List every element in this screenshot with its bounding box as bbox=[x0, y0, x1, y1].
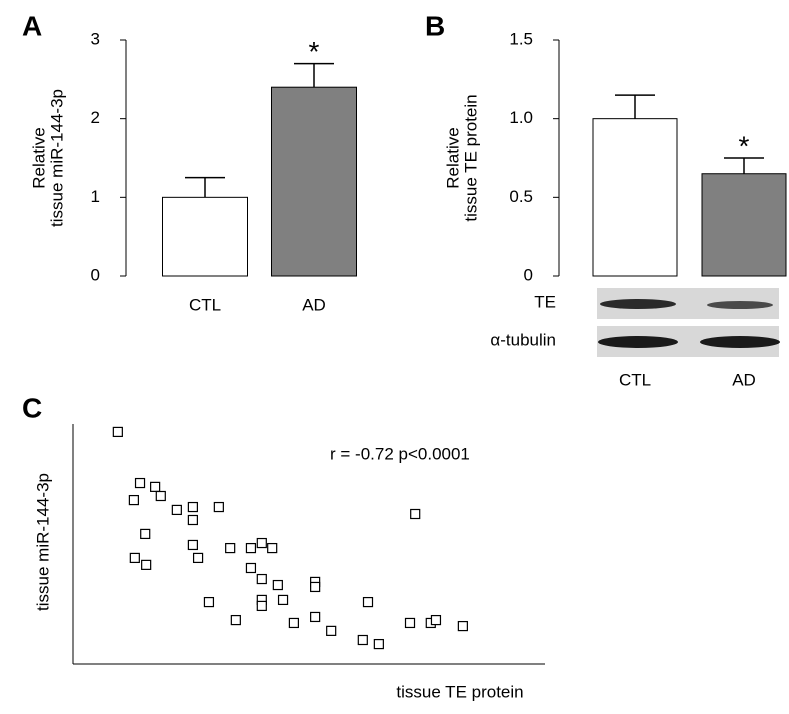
x-axis-label: tissue TE protein bbox=[396, 682, 523, 701]
y-axis-label: tissue TE protein bbox=[461, 94, 480, 221]
scatter-point bbox=[134, 477, 146, 489]
annotation: r = -0.72 p<0.0001 bbox=[330, 444, 470, 463]
blot-band bbox=[600, 299, 676, 309]
western-blot bbox=[597, 288, 780, 357]
bar bbox=[592, 118, 678, 277]
scatter-point bbox=[230, 614, 241, 626]
bar bbox=[271, 86, 357, 277]
significance-mark: * bbox=[309, 36, 320, 67]
y-tick-label: 0 bbox=[524, 265, 533, 284]
scatter-point bbox=[203, 596, 215, 608]
y-axis-label: tissue miR-144-3p bbox=[47, 89, 66, 227]
scatter-point bbox=[256, 537, 267, 549]
scatter-point bbox=[410, 508, 421, 520]
scatter-point bbox=[362, 596, 374, 608]
scatter-point bbox=[245, 562, 257, 574]
scatter-point bbox=[129, 552, 140, 564]
scatter-point bbox=[192, 552, 204, 564]
scatter-point bbox=[256, 600, 267, 612]
x-tick-label: CTL bbox=[619, 370, 651, 389]
scatter-point bbox=[373, 638, 384, 650]
y-tick-label: 0.5 bbox=[509, 187, 533, 206]
scatter-point bbox=[245, 542, 257, 554]
y-tick-label: 0 bbox=[91, 265, 100, 284]
scatter-point bbox=[267, 542, 278, 554]
panel-label: B bbox=[425, 10, 445, 41]
scatter-point bbox=[457, 620, 468, 632]
y-tick-label: 2 bbox=[91, 108, 100, 127]
scatter-point bbox=[277, 594, 289, 606]
significance-mark: * bbox=[739, 130, 750, 161]
scatter-point bbox=[150, 481, 161, 492]
panel-label: C bbox=[22, 392, 42, 423]
scatter-point bbox=[310, 611, 321, 623]
scatter-point bbox=[430, 614, 442, 626]
blot-band bbox=[598, 336, 678, 348]
scatter-point bbox=[225, 542, 236, 554]
y-axis-label: Relative bbox=[443, 127, 462, 188]
bar bbox=[701, 173, 787, 277]
blot-label: α-tubulin bbox=[490, 330, 556, 349]
y-tick-label: 3 bbox=[91, 29, 100, 48]
scatter-point bbox=[112, 426, 123, 438]
scatter-point bbox=[310, 581, 321, 593]
x-tick-label: AD bbox=[302, 295, 326, 314]
blot-band bbox=[700, 336, 780, 348]
scatter-point bbox=[128, 494, 139, 506]
scatter-point bbox=[213, 501, 224, 513]
blot-band bbox=[707, 301, 773, 309]
scatter-point bbox=[404, 617, 416, 629]
blot-label: TE bbox=[534, 292, 556, 311]
panel-label: A bbox=[22, 10, 42, 41]
scatter-point bbox=[140, 528, 151, 540]
scatter-point bbox=[141, 559, 152, 570]
scatter-point bbox=[187, 514, 198, 526]
y-axis-label: tissue miR-144-3p bbox=[33, 473, 52, 611]
scatter-point bbox=[326, 625, 337, 636]
x-tick-label: CTL bbox=[189, 295, 221, 314]
y-tick-label: 1.5 bbox=[509, 29, 533, 48]
scatter-point bbox=[357, 634, 368, 646]
y-tick-label: 1 bbox=[91, 187, 100, 206]
scatter-point bbox=[171, 504, 182, 516]
bar bbox=[162, 196, 248, 277]
y-tick-label: 1.0 bbox=[509, 108, 533, 127]
scatter-point bbox=[256, 573, 267, 585]
y-axis-label: Relative bbox=[29, 127, 48, 188]
scatter-point bbox=[272, 579, 283, 591]
scatter-point bbox=[187, 501, 198, 513]
scatter-point bbox=[155, 490, 166, 502]
scatter-point bbox=[288, 617, 299, 629]
scatter-point bbox=[187, 539, 198, 551]
x-tick-label: AD bbox=[732, 370, 756, 389]
